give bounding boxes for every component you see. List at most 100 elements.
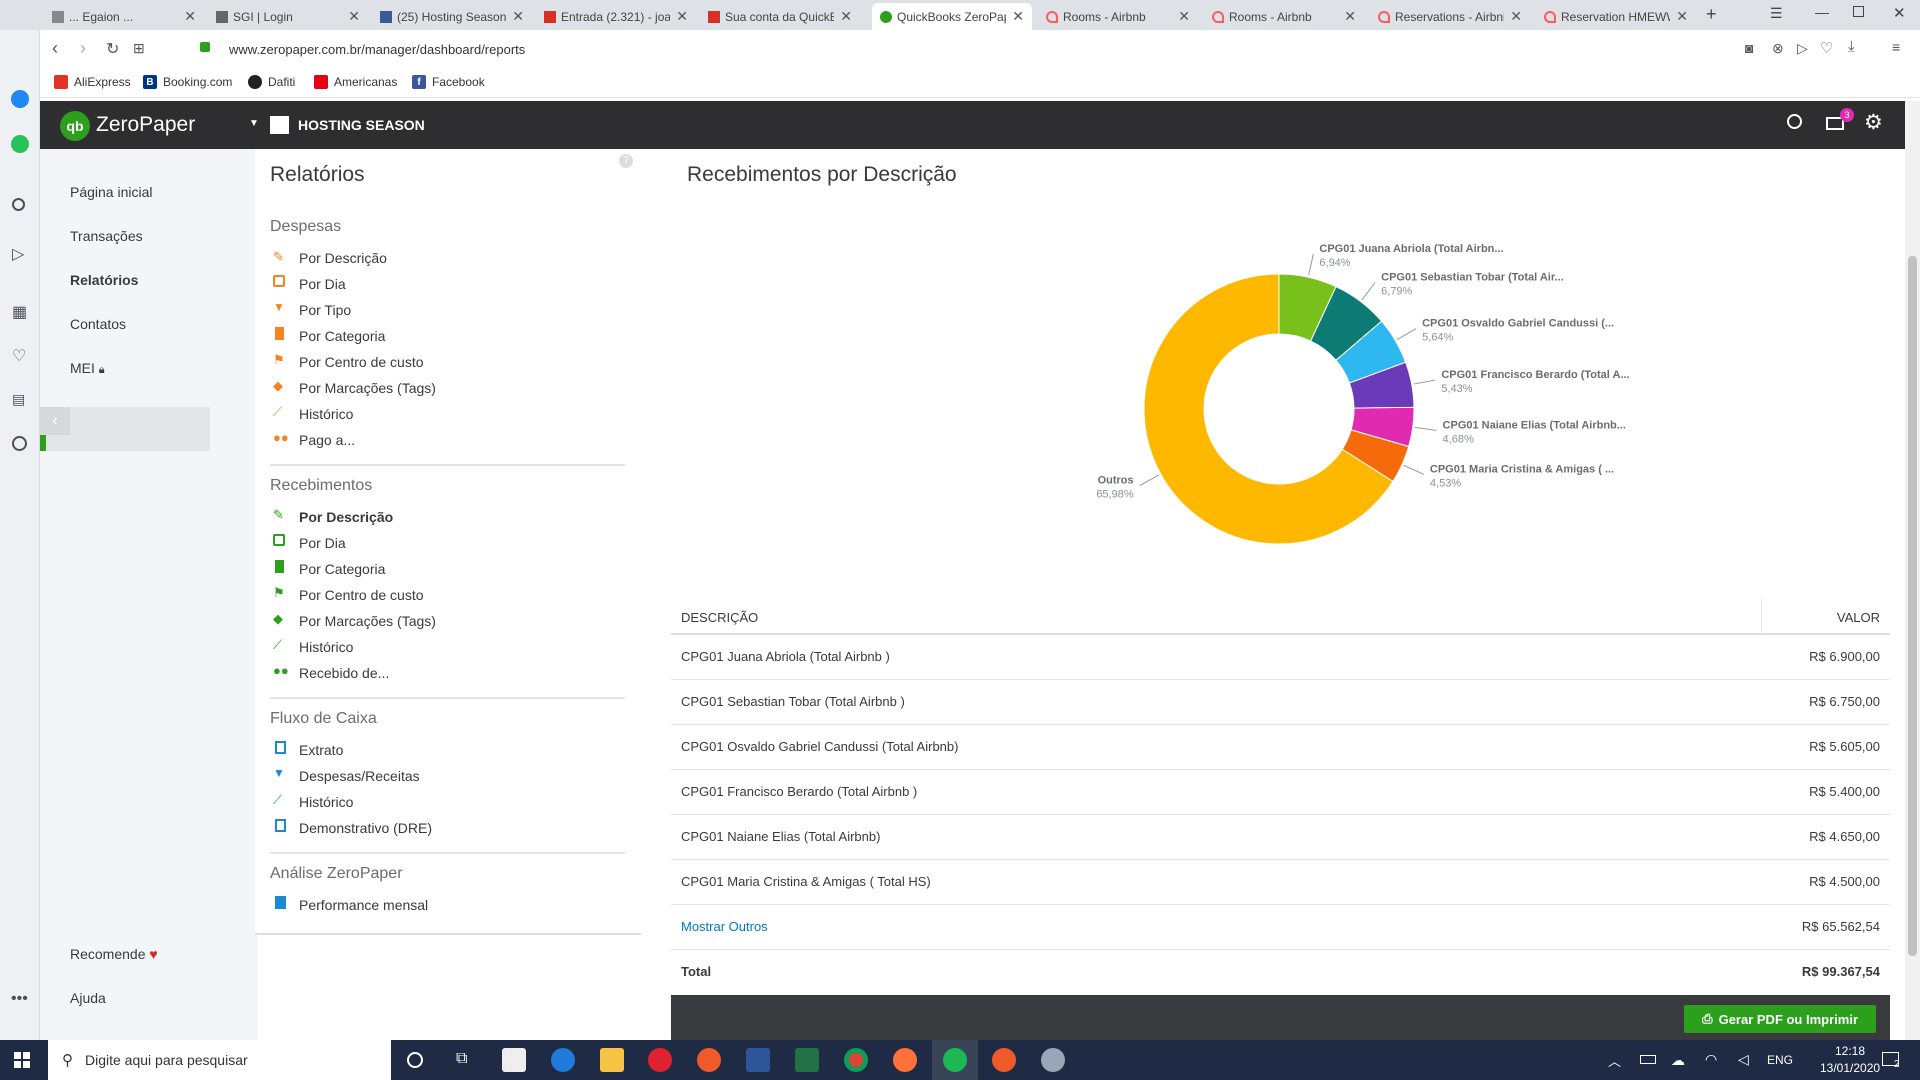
close-icon[interactable]: ✕ [184, 8, 196, 24]
close-icon[interactable]: ✕ [1344, 8, 1356, 24]
cortana-icon[interactable] [407, 1052, 423, 1068]
link-recebimentos-centro-custo[interactable]: Por Centro de custo [299, 587, 424, 603]
opera-taskbar-icon[interactable] [648, 1048, 672, 1072]
volume-icon[interactable]: ◁ [1738, 1051, 1749, 1067]
paint-icon[interactable] [1041, 1048, 1065, 1072]
onedrive-icon[interactable]: ☁ [1671, 1052, 1685, 1068]
download-icon[interactable]: ⤓ [1848, 38, 1855, 55]
chrome-icon[interactable] [844, 1048, 868, 1072]
link-despesas-descricao[interactable]: Por Descrição [299, 250, 387, 266]
tab-airbnb-2[interactable]: Rooms - Airbnb ✕ [1204, 3, 1364, 30]
nav-item-contacts[interactable]: Contatos [70, 316, 127, 332]
edge-icon[interactable] [551, 1048, 575, 1072]
show-others-link[interactable]: Mostrar Outros [681, 919, 768, 934]
tray-chevron-icon[interactable]: ︿ [1608, 1054, 1622, 1069]
bookmark-heart-icon[interactable]: ♡ [1820, 40, 1834, 57]
gear-icon[interactable]: ⚙ [1864, 111, 1883, 134]
link-fluxo-extrato[interactable]: Extrato [299, 742, 344, 758]
nav-item-reports[interactable]: Relatórios [70, 272, 139, 288]
tab-gmail-2[interactable]: Sua conta da QuickB ✕ [700, 3, 860, 30]
whatsapp-icon[interactable] [11, 135, 29, 153]
nav-item-transactions[interactable]: Transações [70, 228, 143, 244]
link-despesas-tags[interactable]: Por Marcações (Tags) [299, 380, 436, 396]
link-despesas-historico[interactable]: Histórico [299, 406, 354, 422]
close-icon[interactable]: ✕ [348, 8, 360, 24]
minimize-button[interactable]: — [1815, 4, 1829, 20]
forward-icon[interactable]: › [80, 38, 86, 58]
tab-airbnb-3[interactable]: Reservations - Airbnb ✕ [1370, 3, 1530, 30]
back-icon[interactable]: ‹ [52, 38, 58, 58]
tab-gmail[interactable]: Entrada (2.321) - joa ✕ [536, 3, 696, 30]
firefox-icon[interactable] [893, 1048, 917, 1072]
link-recebimentos-descricao[interactable]: Por Descrição [299, 509, 394, 525]
collapse-nav-button[interactable]: ‹ [40, 407, 70, 435]
bookmark-facebook[interactable]: f Facebook [412, 75, 485, 89]
send-icon[interactable]: ▷ [12, 246, 25, 263]
close-icon[interactable]: ✕ [1510, 8, 1522, 24]
more-icon[interactable]: ••• [11, 990, 28, 1007]
mail-app-icon[interactable] [502, 1048, 526, 1072]
close-icon[interactable]: ✕ [1012, 8, 1024, 24]
search-icon[interactable] [12, 198, 25, 211]
donut-slice[interactable] [1143, 273, 1394, 545]
help-icon[interactable]: ? [619, 154, 633, 168]
qb-logo-icon[interactable]: qb [60, 111, 90, 141]
windows-start-icon[interactable] [14, 1052, 30, 1068]
easy-setup-icon[interactable]: ≡ [1892, 39, 1901, 55]
battery-icon[interactable] [1640, 1055, 1656, 1064]
close-icon[interactable]: ✕ [512, 8, 524, 24]
bookmark-americanas[interactable]: Americanas [314, 75, 397, 89]
col-desc-header[interactable]: DESCRIÇÃO [681, 610, 759, 625]
camera-icon[interactable]: ◙ [1745, 40, 1754, 56]
link-recebimentos-categoria[interactable]: Por Categoria [299, 561, 386, 577]
page-scrollbar[interactable] [1905, 101, 1920, 1040]
close-window-button[interactable]: ✕ [1893, 5, 1906, 22]
scrollbar-thumb[interactable] [1908, 256, 1917, 956]
bookmark-aliexpress[interactable]: AliExpress [54, 75, 131, 89]
tabs-grid-icon[interactable]: ⊞ [133, 40, 145, 56]
col-value-header[interactable]: VALOR [1836, 610, 1880, 625]
taskbar-search[interactable]: ⚲ Digite aqui para pesquisar [48, 1040, 391, 1080]
notification-icon[interactable] [1882, 1052, 1899, 1066]
task-view-icon[interactable]: ⧉ [456, 1050, 468, 1067]
excel-icon[interactable] [795, 1048, 819, 1072]
tab-egaion[interactable]: ... Egaion ... ✕ [44, 3, 204, 30]
link-fluxo-dre[interactable]: Demonstrativo (DRE) [299, 820, 433, 836]
app-icon-orange[interactable] [697, 1048, 721, 1072]
app-icon-orange-2[interactable] [992, 1048, 1016, 1072]
tab-quickbooks[interactable]: QuickBooks ZeroPap ✕ [872, 3, 1032, 30]
wifi-icon[interactable]: ◠ [1705, 1051, 1718, 1067]
tab-airbnb-4[interactable]: Reservation HMEWW ✕ [1536, 3, 1696, 30]
close-icon[interactable]: ✕ [840, 8, 852, 24]
history-icon[interactable] [12, 436, 27, 451]
news-icon[interactable]: ▤ [12, 391, 26, 407]
clock-time[interactable]: 12:18 [1834, 1044, 1866, 1058]
apps-icon[interactable]: ▦ [12, 304, 28, 321]
restore-button[interactable] [1853, 6, 1864, 17]
close-icon[interactable]: ✕ [1178, 8, 1190, 24]
close-icon[interactable]: ✕ [1676, 8, 1688, 24]
tab-facebook[interactable]: (25) Hosting Season ✕ [372, 3, 532, 30]
bookmark-dafiti[interactable]: Dafiti [248, 75, 295, 89]
link-despesas-categoria[interactable]: Por Categoria [299, 328, 386, 344]
clock-date[interactable]: 13/01/2020 [1820, 1061, 1881, 1075]
link-recebimentos-recebido-de[interactable]: Recebido de... [299, 665, 390, 681]
file-explorer-icon[interactable] [600, 1048, 624, 1072]
heart-icon[interactable]: ♡ [12, 348, 27, 365]
company-dropdown-icon[interactable]: ▼ [249, 118, 259, 129]
link-despesas-centro-custo[interactable]: Por Centro de custo [299, 354, 424, 370]
language-indicator[interactable]: ENG [1767, 1053, 1794, 1067]
nav-item-home[interactable]: Página inicial [70, 184, 153, 200]
company-name[interactable]: HOSTING SEASON [298, 117, 425, 133]
link-despesas-pago-a[interactable]: Pago a... [299, 432, 356, 448]
link-recebimentos-historico[interactable]: Histórico [299, 639, 354, 655]
url-field[interactable]: www.zeropaper.com.br/manager/dashboard/r… [229, 42, 526, 57]
app-logo-text[interactable]: ZeroPaper [96, 113, 196, 136]
nav-item-recommend[interactable]: Recomende ♥ [70, 946, 158, 962]
link-despesas-tipo[interactable]: Por Tipo [299, 302, 352, 318]
spotify-icon[interactable] [943, 1048, 967, 1072]
mail-icon[interactable] [1826, 117, 1844, 130]
link-performance-mensal[interactable]: Performance mensal [299, 897, 429, 913]
link-fluxo-historico[interactable]: Histórico [299, 794, 354, 810]
adblock-icon[interactable]: ⊗ [1772, 40, 1784, 56]
